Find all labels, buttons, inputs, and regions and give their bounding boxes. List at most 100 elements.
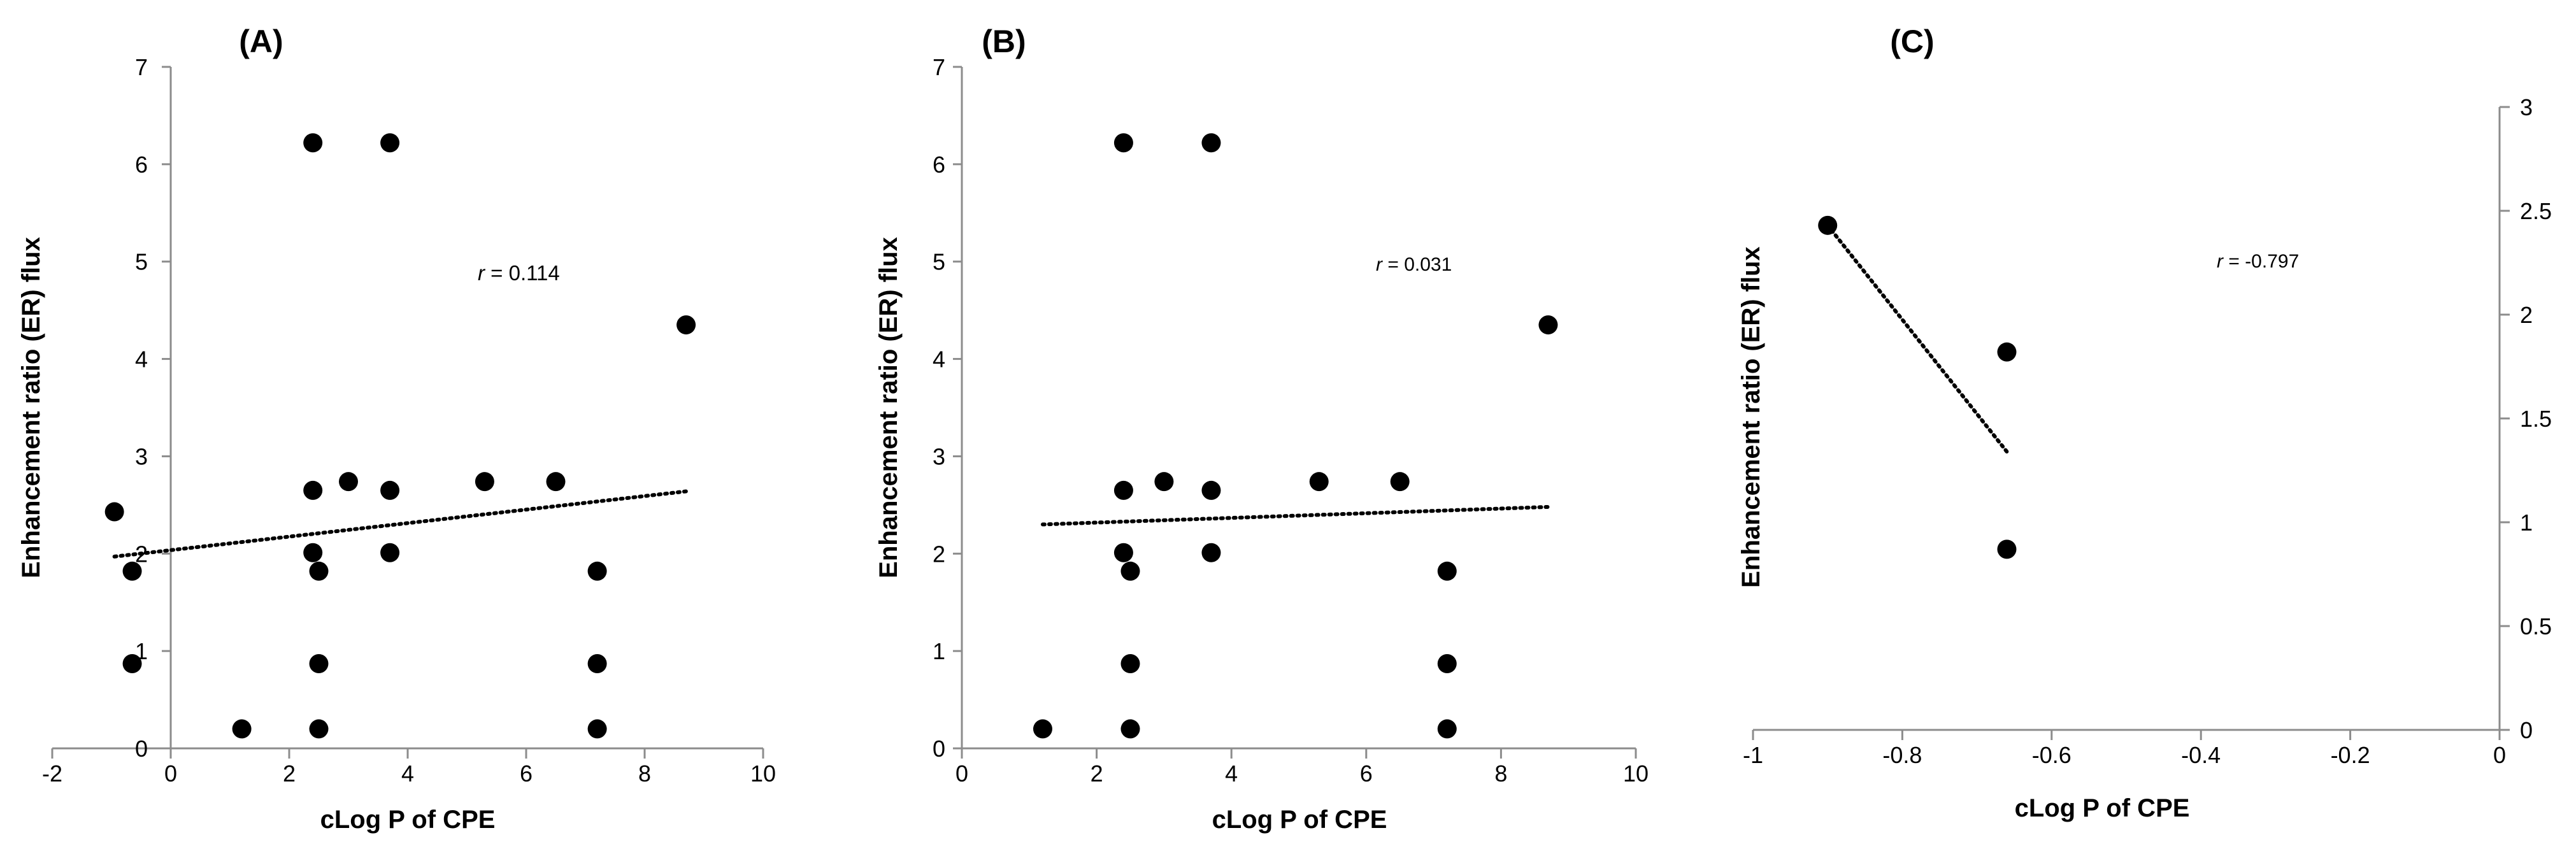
x-tick-label: -0.6 [2032,742,2072,768]
y-tick-label: 5 [135,249,148,275]
x-tick-label: 10 [750,760,776,787]
data-point [1120,654,1140,674]
data-point [1437,561,1457,581]
data-point [676,315,696,335]
y-tick-label: 1 [933,638,945,664]
data-point [1033,719,1052,739]
x-tick-label: -1 [1743,742,1763,768]
panel-title: (C) [1890,24,1934,59]
y-tick-label: 4 [135,346,148,373]
correlation-annotation: r = 0.114 [478,261,560,285]
data-point [303,480,323,500]
trendline [1040,504,1550,527]
data-point [122,654,142,674]
data-point [309,719,329,739]
x-tick-label: 0 [2493,742,2506,768]
y-tick-label: 1.5 [2520,406,2552,432]
data-point [1120,719,1140,739]
y-tick-label: 0 [135,736,148,762]
data-point [1113,133,1133,153]
data-point [1818,215,1838,235]
data-point [1309,472,1329,492]
y-axis-title: Enhancement ratio (ER) flux [1737,246,1765,588]
y-tick-label: 2 [933,541,945,567]
data-point [1997,342,2017,362]
data-point [1437,719,1457,739]
trendline [112,489,689,559]
correlation-value: = 0.114 [485,261,560,285]
data-point [1997,539,2017,559]
y-tick-label: 0.5 [2520,613,2552,639]
data-point [1390,472,1410,492]
panel-c-chart: -1 -0.8 -0.6 -0.4 -0.2 00 0.5 1 1.5 2 2.5 3 (C) cLog … [1737,24,2552,822]
data-point [1201,543,1221,562]
x-tick-label: 4 [1225,760,1238,787]
correlation-symbol: r [478,261,486,285]
data-point [475,472,494,492]
x-tick-label: 10 [1623,760,1649,787]
x-tick-label: 6 [520,760,533,787]
x-axis-title: cLog P of CPE [2015,794,2190,822]
data-point [380,133,400,153]
y-axis-title: Enhancement ratio (ER) flux [875,237,903,578]
data-point [587,654,607,674]
data-point [1538,315,1558,335]
panel-title: (A) [239,24,283,59]
y-tick-label: 3 [933,443,945,469]
data-point [1113,543,1133,562]
data-point [1113,480,1133,500]
panel-title: (B) [982,24,1026,59]
panel-b-chart: 0 2 4 6 8 10 0 1 2 3 4 5 6 7 (B) cLog P of CPE Enhanceme… [875,24,1649,834]
y-tick-label: 4 [933,346,945,373]
data-point [1120,561,1140,581]
x-tick-label: 4 [401,760,414,787]
correlation-annotation: r = 0.031 [1376,254,1452,275]
x-tick-label: 8 [1494,760,1507,787]
x-tick-label: 0 [164,760,177,787]
data-point [104,502,124,522]
y-tick-label: 5 [933,249,945,275]
data-point [309,561,329,581]
data-point [380,543,400,562]
y-tick-label: 0 [2520,717,2533,743]
correlation-value: = -0.797 [2223,251,2299,272]
y-tick-label: 0 [933,736,945,762]
data-point [1437,654,1457,674]
x-tick-label: 8 [638,760,651,787]
data-point [587,561,607,581]
x-tick-label: -0.2 [2331,742,2370,768]
data-point [546,472,566,492]
x-tick-label: -0.8 [1882,742,1922,768]
correlation-symbol: r [1376,254,1383,275]
correlation-symbol: r [2217,251,2224,272]
x-tick-label: -0.4 [2181,742,2221,768]
data-point [309,654,329,674]
x-axis-title: cLog P of CPE [320,806,496,834]
y-tick-label: 6 [933,152,945,178]
data-point [587,719,607,739]
correlation-value: = 0.031 [1382,254,1452,275]
data-point [1201,480,1221,500]
y-axis-title: Enhancement ratio (ER) flux [17,237,45,578]
data-point [1154,472,1174,492]
data-point [303,133,323,153]
data-point [303,543,323,562]
y-tick-label: 2 [2520,302,2533,328]
data-point [232,719,252,739]
panel-a-chart: -2024681001234567(A)cLog P of CPEEnhance… [17,24,776,834]
data-point [339,472,358,492]
trendline [1826,223,2009,454]
x-tick-label: 2 [1091,760,1103,787]
x-tick-label: 2 [283,760,296,787]
y-tick-label: 7 [135,54,148,80]
x-tick-label: -2 [42,760,62,787]
x-tick-label: 0 [955,760,968,787]
data-point [1201,133,1221,153]
x-tick-label: 6 [1360,760,1373,787]
y-tick-label: 3 [2520,94,2533,120]
data-point [122,561,142,581]
y-tick-label: 1 [2520,510,2533,536]
y-tick-label: 7 [933,54,945,80]
x-axis-title: cLog P of CPE [1212,806,1387,834]
